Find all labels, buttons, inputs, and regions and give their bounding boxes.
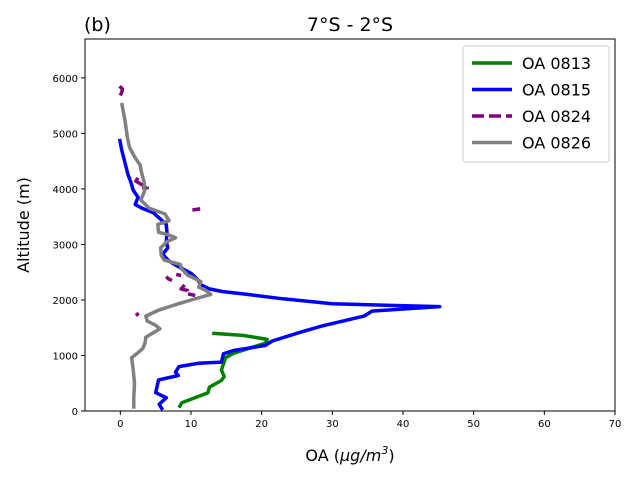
series-line-oa-0824-segment-4 xyxy=(175,272,182,278)
y-tick-label: 0 xyxy=(72,407,78,418)
series-line-oa-0824-segment-0 xyxy=(118,84,125,97)
y-tick-label: 6000 xyxy=(53,74,78,85)
y-tick-label: 3000 xyxy=(53,240,78,251)
x-tick-label: 70 xyxy=(609,419,622,430)
x-axis-label-unit-rest: /m xyxy=(358,446,381,465)
series-layer xyxy=(117,84,442,411)
y-axis: 0 1000 2000 3000 4000 5000 6000 xyxy=(53,74,85,418)
legend-label: OA 0826 xyxy=(522,134,591,153)
x-tick-label: 60 xyxy=(538,419,551,430)
legend-label: OA 0813 xyxy=(522,54,591,73)
legend-box xyxy=(462,45,610,163)
series-line-oa-0824-segment-6 xyxy=(134,311,140,317)
legend-label: OA 0815 xyxy=(522,81,591,100)
y-tick-label: 1000 xyxy=(53,351,78,362)
x-axis-label-unit-exp: 3 xyxy=(381,444,388,457)
legend-label: OA 0824 xyxy=(522,107,591,126)
x-axis-label: OA (μg/m3) xyxy=(305,444,394,465)
x-axis-label-main: OA ( xyxy=(305,446,340,465)
x-tick-label: 30 xyxy=(326,419,339,430)
chart-title: 7°S - 2°S xyxy=(307,14,393,36)
x-axis-label-unit-mu: μg xyxy=(339,446,360,465)
series-line-oa-0824-segment-3 xyxy=(165,275,173,283)
x-axis-label-close: ) xyxy=(388,446,394,465)
series-line-oa-0824-segment-5 xyxy=(179,283,196,298)
series-line-oa-0815 xyxy=(117,138,442,411)
y-axis-label: Altitude (m) xyxy=(14,177,33,273)
panel-label: (b) xyxy=(84,14,111,36)
x-tick-label: 40 xyxy=(397,419,410,430)
y-tick-label: 4000 xyxy=(53,185,78,196)
x-tick-label: 50 xyxy=(467,419,480,430)
series-line-oa-0813 xyxy=(177,331,270,409)
plot-frame xyxy=(84,38,616,412)
legend: OA 0813 OA 0815 OA 0824 OA 0826 xyxy=(462,45,610,163)
x-tick-label: 10 xyxy=(185,419,198,430)
y-tick-label: 5000 xyxy=(53,129,78,140)
x-tick-label: 0 xyxy=(117,419,123,430)
y-tick-label: 2000 xyxy=(53,296,78,307)
x-tick-label: 20 xyxy=(255,419,268,430)
series-line-oa-0826 xyxy=(119,102,213,409)
x-axis: 0 10 20 30 40 50 60 70 xyxy=(117,411,621,430)
series-line-oa-0824-segment-1 xyxy=(192,207,201,212)
